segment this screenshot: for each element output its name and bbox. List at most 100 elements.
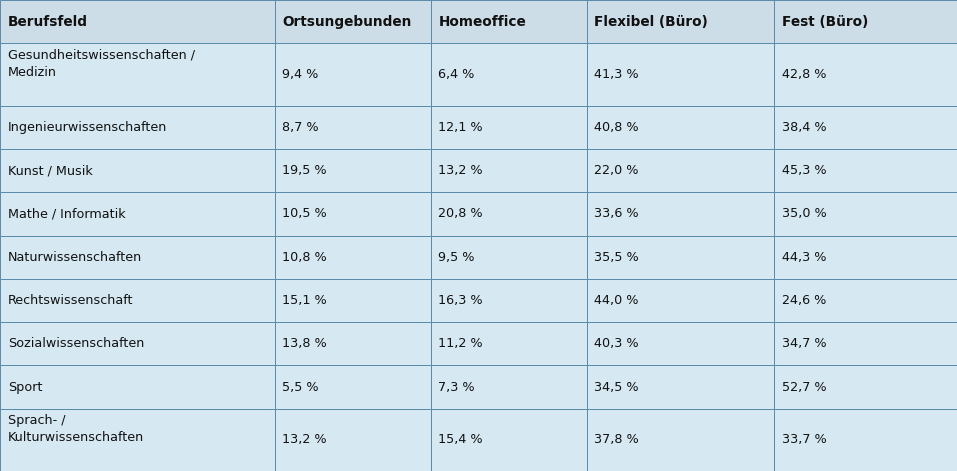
Bar [431,365,587,409]
Bar [431,43,587,106]
Text: 9,5 %: 9,5 % [438,251,475,264]
Text: Kunst / Musik: Kunst / Musik [8,164,93,177]
Text: Rechtswissenschaft: Rechtswissenschaft [8,294,133,307]
Bar [587,0,774,43]
Bar [275,279,431,322]
Text: 5,5 %: 5,5 % [282,381,319,394]
Bar [0,0,275,43]
Bar [774,106,957,149]
Bar [774,43,957,106]
Bar [587,409,774,471]
Text: 13,2 %: 13,2 % [438,164,483,177]
Bar [0,409,275,471]
Text: 20,8 %: 20,8 % [438,207,483,220]
Bar [0,149,275,192]
Text: 52,7 %: 52,7 % [782,381,827,394]
Text: 41,3 %: 41,3 % [594,68,639,81]
Text: 15,1 %: 15,1 % [282,294,327,307]
Text: 6,4 %: 6,4 % [438,68,475,81]
Text: Ortsungebunden: Ortsungebunden [282,15,412,29]
Text: 13,8 %: 13,8 % [282,337,327,350]
Text: Fest (Büro): Fest (Büro) [782,15,868,29]
Bar [774,365,957,409]
Bar [0,43,275,106]
Text: 35,5 %: 35,5 % [594,251,639,264]
Bar [774,149,957,192]
Text: Sprach- /
Kulturwissenschaften: Sprach- / Kulturwissenschaften [8,414,144,444]
Text: 42,8 %: 42,8 % [782,68,826,81]
Bar [275,365,431,409]
Text: Mathe / Informatik: Mathe / Informatik [8,207,125,220]
Text: 7,3 %: 7,3 % [438,381,475,394]
Text: Sozialwissenschaften: Sozialwissenschaften [8,337,145,350]
Text: 12,1 %: 12,1 % [438,121,483,134]
Text: 37,8 %: 37,8 % [594,433,639,447]
Text: 34,5 %: 34,5 % [594,381,639,394]
Bar [275,236,431,279]
Bar [0,322,275,365]
Bar [774,236,957,279]
Text: 38,4 %: 38,4 % [782,121,827,134]
Bar [275,0,431,43]
Bar [587,279,774,322]
Text: 34,7 %: 34,7 % [782,337,827,350]
Text: 22,0 %: 22,0 % [594,164,638,177]
Bar [431,106,587,149]
Text: Naturwissenschaften: Naturwissenschaften [8,251,142,264]
Bar [431,322,587,365]
Bar [774,192,957,236]
Text: 10,5 %: 10,5 % [282,207,327,220]
Bar [275,192,431,236]
Bar [0,365,275,409]
Bar [275,43,431,106]
Bar [0,236,275,279]
Text: 10,8 %: 10,8 % [282,251,327,264]
Bar [275,409,431,471]
Bar [431,409,587,471]
Bar [431,192,587,236]
Text: 8,7 %: 8,7 % [282,121,319,134]
Text: 13,2 %: 13,2 % [282,433,327,447]
Text: 33,6 %: 33,6 % [594,207,639,220]
Text: 16,3 %: 16,3 % [438,294,483,307]
Text: 19,5 %: 19,5 % [282,164,327,177]
Text: Homeoffice: Homeoffice [438,15,526,29]
Text: 15,4 %: 15,4 % [438,433,483,447]
Text: 24,6 %: 24,6 % [782,294,826,307]
Text: 45,3 %: 45,3 % [782,164,827,177]
Bar [587,106,774,149]
Bar [0,279,275,322]
Bar [774,322,957,365]
Bar [431,0,587,43]
Bar [587,43,774,106]
Bar [0,192,275,236]
Bar [431,236,587,279]
Text: 44,3 %: 44,3 % [782,251,826,264]
Text: 44,0 %: 44,0 % [594,294,638,307]
Text: Sport: Sport [8,381,42,394]
Bar [774,0,957,43]
Text: Ingenieurwissenschaften: Ingenieurwissenschaften [8,121,167,134]
Bar [275,149,431,192]
Bar [587,365,774,409]
Text: 40,3 %: 40,3 % [594,337,639,350]
Bar [774,409,957,471]
Bar [587,192,774,236]
Text: Flexibel (Büro): Flexibel (Büro) [594,15,708,29]
Bar [587,322,774,365]
Text: 40,8 %: 40,8 % [594,121,639,134]
Bar [774,279,957,322]
Text: 11,2 %: 11,2 % [438,337,483,350]
Bar [587,149,774,192]
Bar [275,106,431,149]
Bar [431,149,587,192]
Text: 35,0 %: 35,0 % [782,207,827,220]
Text: 33,7 %: 33,7 % [782,433,827,447]
Text: Gesundheitswissenschaften /
Medizin: Gesundheitswissenschaften / Medizin [8,49,194,79]
Text: Berufsfeld: Berufsfeld [8,15,88,29]
Bar [0,106,275,149]
Text: 9,4 %: 9,4 % [282,68,319,81]
Bar [587,236,774,279]
Bar [431,279,587,322]
Bar [275,322,431,365]
